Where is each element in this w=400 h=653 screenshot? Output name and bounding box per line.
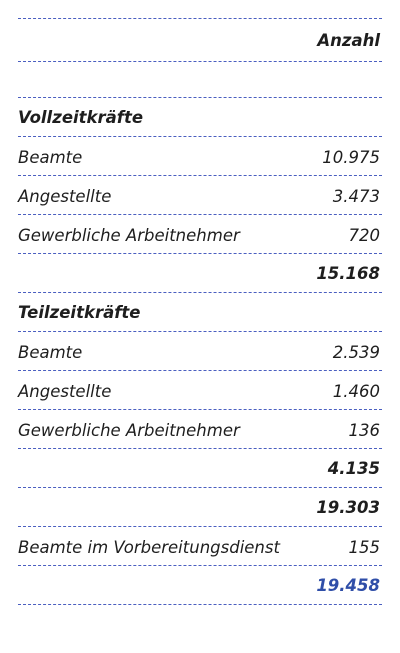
row-label: Gewerbliche Arbeitnehmer xyxy=(18,226,240,245)
combined-total: 19.303 xyxy=(316,498,380,517)
divider xyxy=(18,136,382,137)
grand-total: 19.458 xyxy=(316,576,380,595)
row-value: 136 xyxy=(348,421,381,440)
divider xyxy=(18,214,382,215)
divider xyxy=(18,448,382,449)
divider xyxy=(18,18,382,19)
row-value: 1.460 xyxy=(332,382,380,401)
row-value: 2.539 xyxy=(332,343,380,362)
divider xyxy=(18,565,382,566)
row-label: Beamte xyxy=(18,148,83,167)
divider xyxy=(18,370,382,371)
section-title-teilzeit: Teilzeitkräfte xyxy=(18,303,141,322)
divider xyxy=(18,331,382,332)
subtotal-vollzeit: 15.168 xyxy=(316,264,380,283)
row-value: 720 xyxy=(348,226,381,245)
divider xyxy=(18,61,382,62)
row-label: Angestellte xyxy=(18,382,112,401)
subtotal-teilzeit: 4.135 xyxy=(327,459,380,478)
divider xyxy=(18,253,382,254)
divider xyxy=(18,487,382,488)
row-label: Beamte xyxy=(18,343,83,362)
column-header-anzahl: Anzahl xyxy=(317,31,380,50)
divider xyxy=(18,175,382,176)
divider xyxy=(18,292,382,293)
row-label: Gewerbliche Arbeitnehmer xyxy=(18,421,240,440)
row-value: 155 xyxy=(348,538,381,557)
divider xyxy=(18,526,382,527)
divider xyxy=(18,604,382,605)
divider xyxy=(18,409,382,410)
row-label: Beamte im Vorbereitungsdienst xyxy=(18,538,280,557)
row-value: 3.473 xyxy=(332,187,380,206)
divider xyxy=(18,97,382,98)
section-title-vollzeit: Vollzeitkräfte xyxy=(18,108,144,127)
row-value: 10.975 xyxy=(322,148,380,167)
row-label: Angestellte xyxy=(18,187,112,206)
